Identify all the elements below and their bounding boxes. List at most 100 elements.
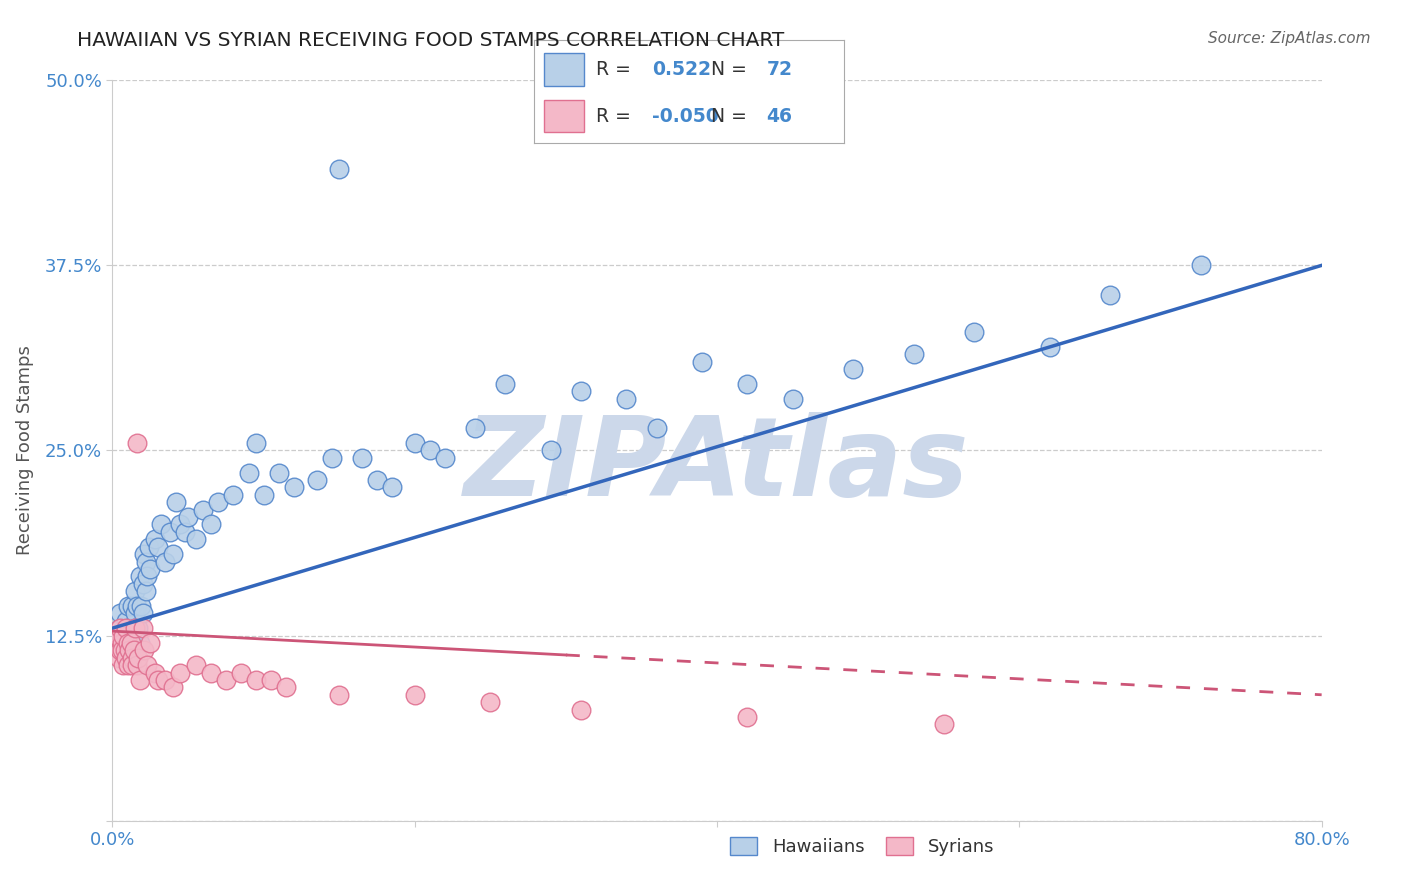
Point	[124, 584, 146, 599]
Point	[129, 599, 152, 613]
Point	[569, 384, 592, 399]
Point	[159, 524, 181, 539]
Point	[110, 636, 132, 650]
Point	[117, 658, 139, 673]
Point	[132, 576, 155, 591]
Point	[1038, 340, 1062, 354]
Text: R =: R =	[596, 106, 637, 126]
Point	[404, 688, 426, 702]
Point	[200, 517, 222, 532]
Y-axis label: Receiving Food Stamps: Receiving Food Stamps	[15, 345, 34, 556]
Point	[1098, 288, 1121, 302]
Point	[842, 362, 865, 376]
Point	[124, 607, 146, 621]
Legend: Hawaiians, Syrians: Hawaiians, Syrians	[723, 830, 1001, 863]
Point	[143, 665, 166, 680]
Point	[105, 628, 128, 642]
Point	[404, 436, 426, 450]
Point	[932, 717, 955, 731]
Point	[169, 665, 191, 680]
Point	[238, 466, 260, 480]
Point	[112, 658, 135, 673]
Point	[381, 480, 404, 494]
Point	[132, 607, 155, 621]
Point	[222, 488, 245, 502]
Point	[108, 621, 131, 635]
Point	[117, 621, 139, 635]
Point	[118, 643, 141, 657]
Point	[120, 636, 142, 650]
Point	[464, 421, 486, 435]
Point	[139, 636, 162, 650]
Point	[122, 643, 145, 657]
Point	[121, 599, 143, 613]
Point	[155, 555, 177, 569]
Point	[117, 628, 139, 642]
Point	[350, 450, 373, 465]
Point	[321, 450, 343, 465]
Point	[121, 650, 143, 665]
Point	[135, 555, 157, 569]
Point	[143, 533, 166, 547]
Point	[155, 673, 177, 687]
Point	[108, 643, 131, 657]
Point	[108, 607, 131, 621]
Point	[121, 658, 143, 673]
Point	[737, 376, 759, 391]
Point	[124, 621, 146, 635]
Point	[136, 569, 159, 583]
Point	[903, 347, 925, 361]
Point	[120, 628, 142, 642]
Point	[260, 673, 283, 687]
Point	[127, 650, 149, 665]
Point	[276, 681, 298, 695]
Point	[174, 524, 197, 539]
Point	[115, 614, 138, 628]
Point	[540, 443, 562, 458]
FancyBboxPatch shape	[544, 100, 583, 132]
Point	[245, 673, 267, 687]
Point	[305, 473, 328, 487]
Point	[110, 643, 132, 657]
Point	[132, 621, 155, 635]
Point	[134, 643, 156, 657]
Point	[616, 392, 638, 406]
Point	[115, 650, 138, 665]
Point	[115, 621, 138, 635]
Point	[104, 636, 127, 650]
Point	[283, 480, 305, 494]
Point	[112, 628, 135, 642]
Point	[107, 650, 129, 665]
Point	[128, 636, 150, 650]
Point	[267, 466, 290, 480]
Point	[229, 665, 252, 680]
Point	[108, 621, 131, 635]
Point	[328, 688, 350, 702]
Text: 46: 46	[766, 106, 792, 126]
Point	[134, 547, 156, 561]
Point	[963, 325, 986, 339]
Point	[125, 658, 148, 673]
Point	[782, 392, 804, 406]
Point	[191, 502, 214, 516]
Point	[184, 533, 207, 547]
Point	[124, 621, 146, 635]
Text: N =: N =	[710, 61, 752, 79]
FancyBboxPatch shape	[544, 54, 583, 87]
Point	[184, 658, 207, 673]
Point	[114, 643, 136, 657]
Point	[149, 517, 172, 532]
Point	[328, 162, 350, 177]
Point	[135, 584, 157, 599]
Point	[200, 665, 222, 680]
Point	[146, 673, 169, 687]
Point	[569, 703, 592, 717]
Point	[108, 628, 131, 642]
Point	[737, 710, 759, 724]
Point	[117, 636, 139, 650]
Point	[253, 488, 276, 502]
Text: N =: N =	[710, 106, 752, 126]
Point	[645, 421, 668, 435]
Point	[162, 681, 184, 695]
Point	[245, 436, 267, 450]
